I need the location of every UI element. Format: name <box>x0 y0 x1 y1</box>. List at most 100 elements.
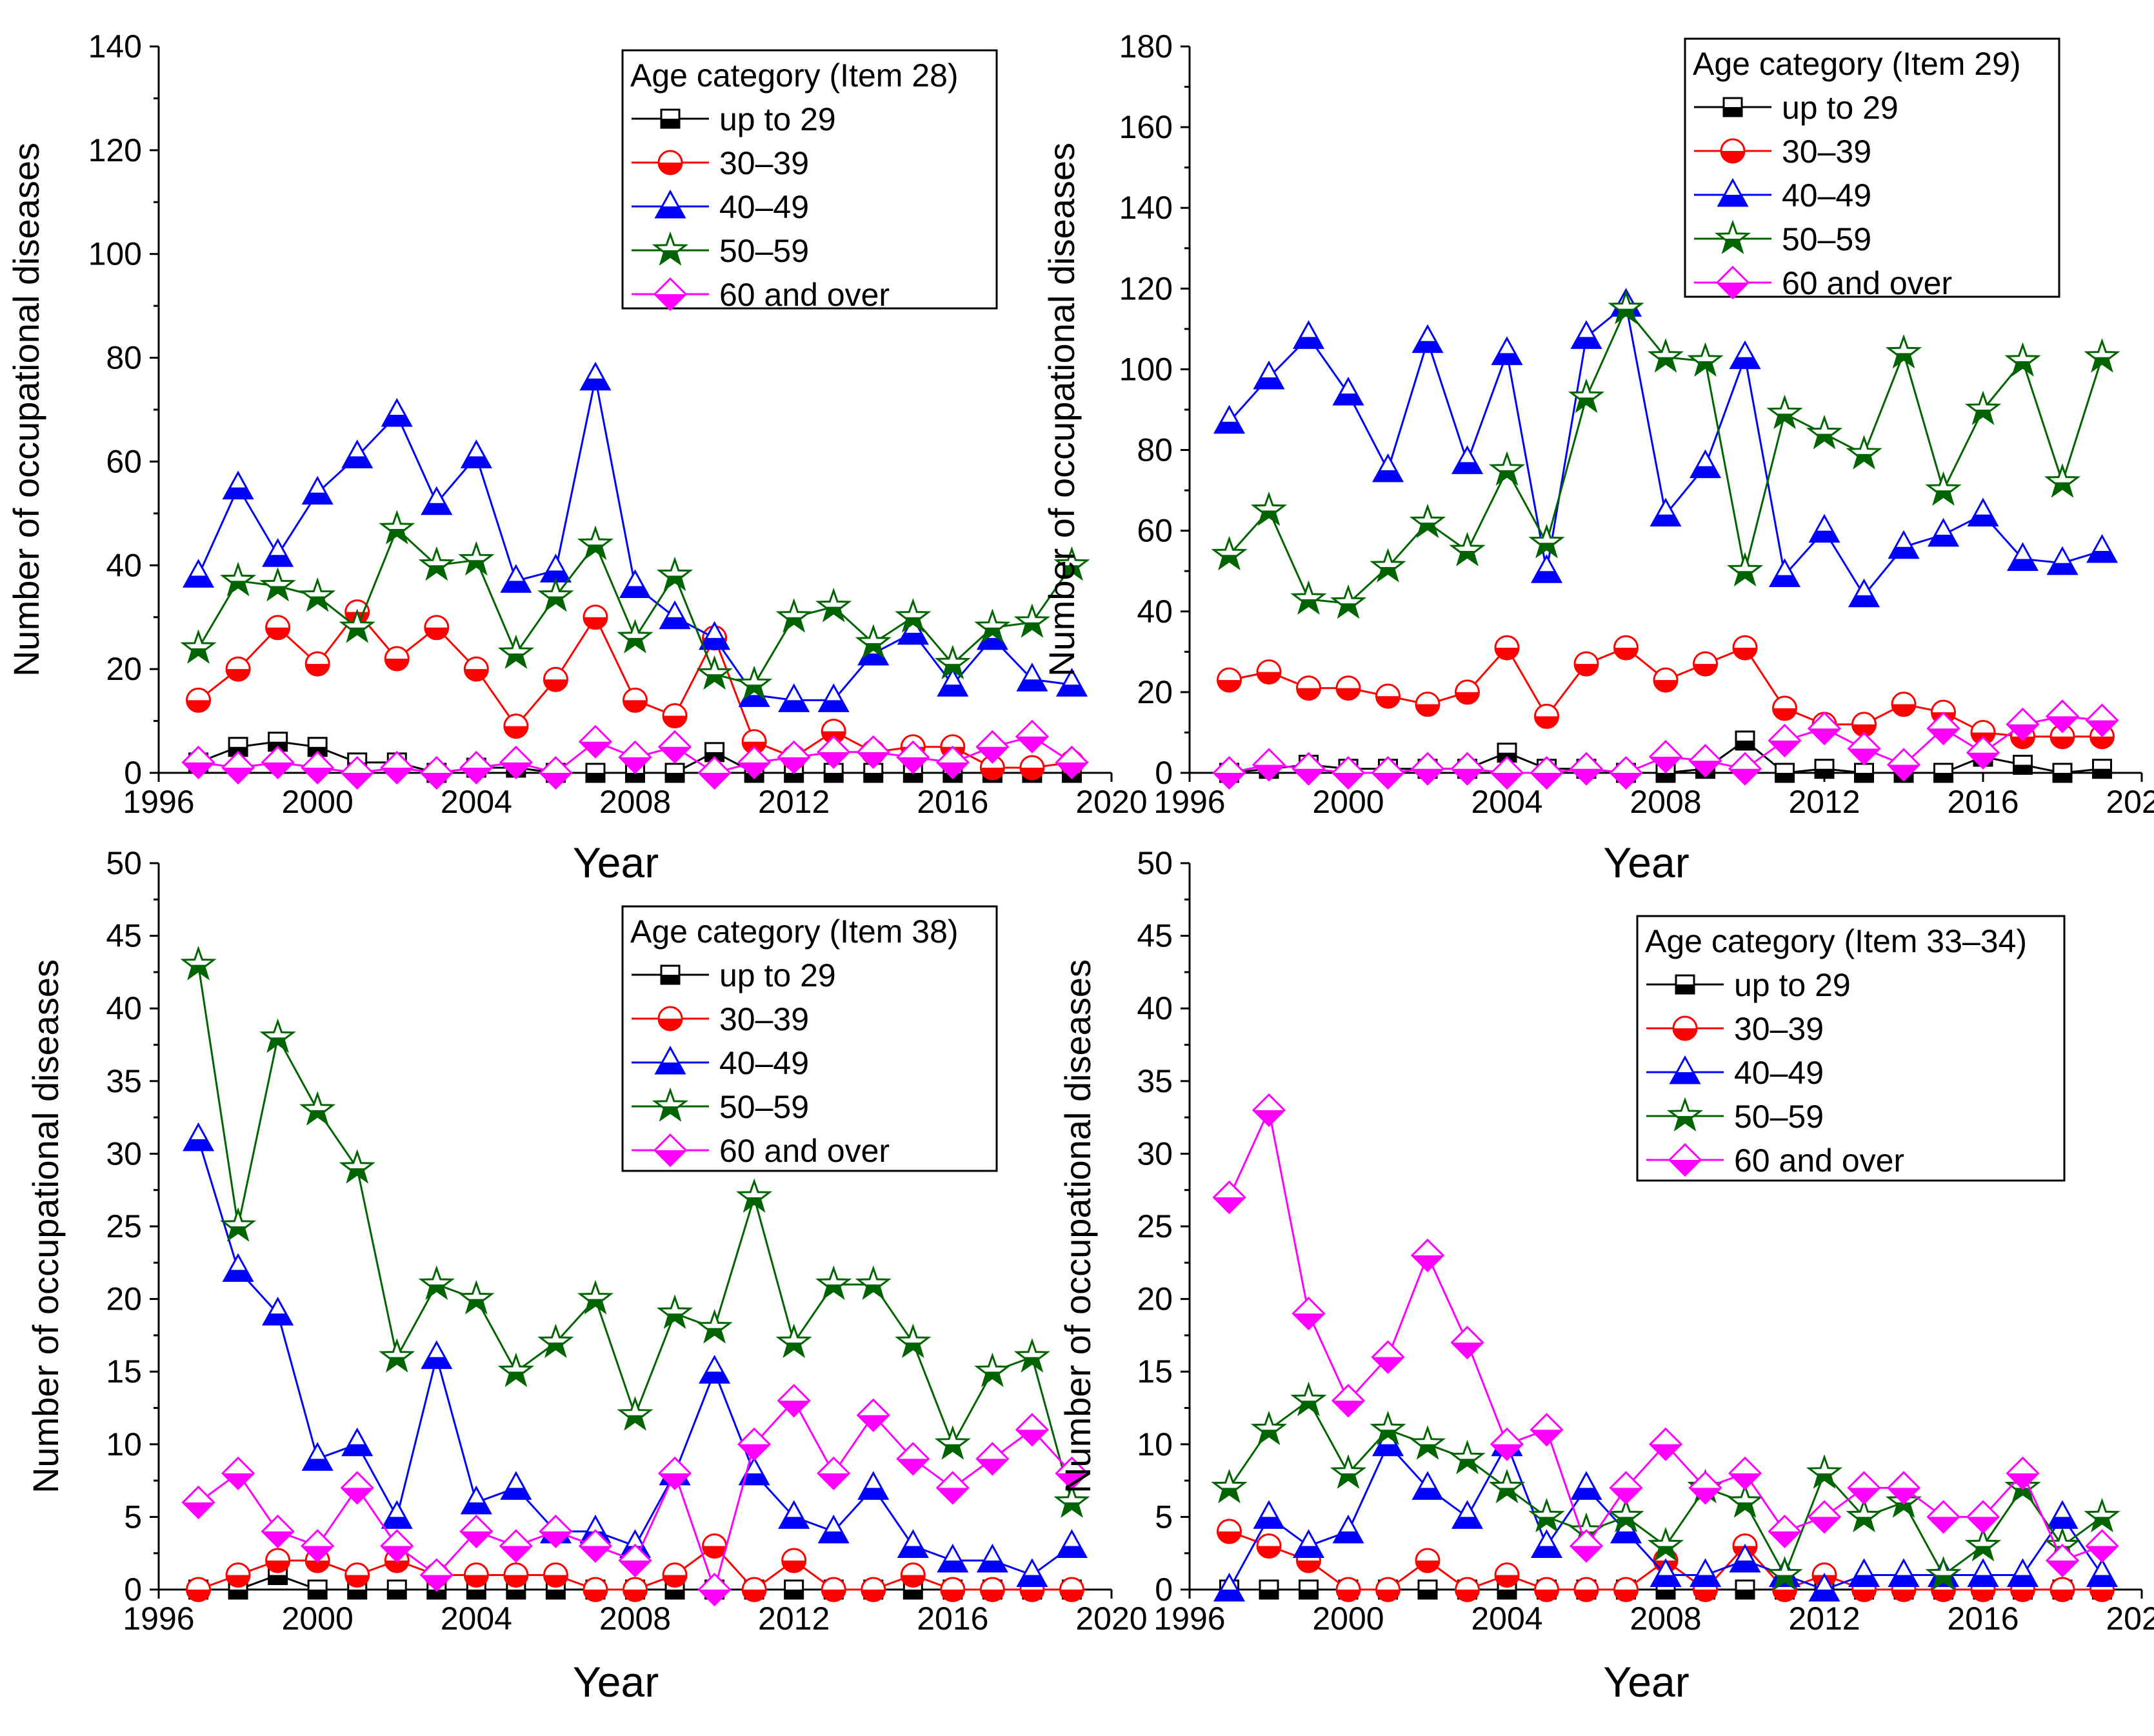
chart-panel-1: 0 20 40 60 80 100 120 140 1996 2000 2004 2008 2012 20… <box>6 28 1148 886</box>
series-30-39 <box>1217 635 2115 750</box>
data-point-50-59 <box>339 1149 375 1184</box>
y-tick-label: 40 <box>1137 594 1173 630</box>
data-point-60-and-over <box>896 740 930 774</box>
data-point-60-and-over <box>817 1456 851 1490</box>
data-point-50-59 <box>617 619 653 653</box>
y-tick-label: 40 <box>106 547 142 583</box>
legend-box <box>1636 915 2066 1182</box>
data-point-60-and-over <box>1966 735 2000 770</box>
data-point-60-and-over <box>181 745 215 780</box>
data-point-30-39 <box>265 615 291 641</box>
data-point-60-and-over <box>1212 1180 1246 1215</box>
data-point-40-49 <box>897 1529 929 1558</box>
data-point-50-59 <box>617 1396 653 1431</box>
data-point-40-49 <box>1650 497 1682 527</box>
data-point-50-59 <box>299 577 336 612</box>
data-point-60-and-over <box>1768 1514 1802 1549</box>
legend-label: 60 and over <box>1782 265 1952 301</box>
data-point-50-59 <box>1409 1425 1446 1460</box>
legend-marker-up-to-29 <box>660 108 681 129</box>
data-point-40-49 <box>421 1340 453 1370</box>
y-tick-label: 60 <box>1137 513 1173 549</box>
data-point-60-and-over <box>340 755 374 790</box>
data-point-40-49 <box>619 569 652 598</box>
data-point-50-59 <box>2004 342 2041 377</box>
x-tick-label: 1996 <box>123 784 194 820</box>
data-point-50-59 <box>458 1280 495 1315</box>
data-point-30-39 <box>741 1577 767 1602</box>
data-point-60-and-over <box>618 1543 652 1578</box>
data-point-40-49 <box>1055 1529 1088 1558</box>
data-point-40-49 <box>1411 324 1444 354</box>
y-tick-label: 80 <box>106 340 142 376</box>
legend-label: 50–59 <box>719 1089 809 1125</box>
data-point-30-39 <box>662 703 688 729</box>
x-tick-label: 2000 <box>1312 784 1384 820</box>
data-point-40-49 <box>539 554 572 583</box>
x-tick-label: 2012 <box>758 1601 830 1637</box>
data-point-30-39 <box>900 1562 926 1588</box>
legend-label: 30–39 <box>719 145 809 181</box>
data-point-40-49 <box>1967 497 1999 527</box>
legend-label: 30–39 <box>719 1001 809 1037</box>
data-point-30-39 <box>186 687 212 713</box>
x-tick-label: 2008 <box>1630 784 1701 820</box>
data-point-60-and-over <box>301 1529 335 1563</box>
data-point-50-59 <box>1330 584 1367 619</box>
data-point-50-59 <box>379 510 415 544</box>
data-point-60-and-over <box>380 1529 414 1563</box>
data-point-30-39 <box>265 1548 291 1573</box>
legend-marker-60-and-over <box>653 277 688 312</box>
y-tick-label: 45 <box>1137 918 1173 954</box>
data-point-60-and-over <box>657 730 692 764</box>
data-point-50-59 <box>815 588 852 623</box>
legend-label: 30–39 <box>1782 134 1871 170</box>
legend-marker-60-and-over <box>1715 265 1750 300</box>
data-point-40-49 <box>1848 578 1880 608</box>
data-point-60-and-over <box>856 735 890 769</box>
data-point-60-and-over <box>261 1514 295 1549</box>
data-point-40-49 <box>301 1442 334 1471</box>
data-point-40-49 <box>1451 1500 1484 1529</box>
data-point-60-and-over <box>1926 712 1960 746</box>
data-point-30-39 <box>503 1562 529 1588</box>
data-point-50-59 <box>458 541 495 576</box>
chart-panel-3: 0 5 10 15 20 25 30 35 40 45 50 1996 2000 2004 2008 2012… <box>25 845 1148 1706</box>
legend: Age category (Item 38) up to 29 30–39 40–49… <box>621 905 998 1172</box>
data-point-50-59 <box>1608 290 1644 324</box>
data-point-60-and-over <box>221 1456 255 1490</box>
data-point-30-39 <box>1256 1533 1282 1559</box>
data-point-60-and-over <box>1569 1529 1604 1563</box>
legend-title: Age category (Item 29) <box>1693 46 2021 82</box>
data-point-50-59 <box>259 1018 296 1053</box>
legend-box <box>621 49 998 310</box>
data-point-60-and-over <box>459 750 494 785</box>
legend-marker-30-39 <box>1720 138 1746 164</box>
data-point-60-and-over <box>1252 1093 1286 1127</box>
data-point-60-and-over <box>1886 1471 1921 1505</box>
data-point-30-39 <box>186 1577 212 1602</box>
x-axis-label: Year <box>573 839 659 886</box>
data-point-60-and-over <box>1648 739 1683 774</box>
x-tick-label: 2004 <box>1471 1601 1542 1637</box>
data-point-50-59 <box>1846 1497 1882 1533</box>
data-point-60-and-over <box>1847 1471 1881 1505</box>
data-point-40-49 <box>1729 1543 1761 1573</box>
data-point-30-39 <box>623 1577 648 1602</box>
data-point-50-59 <box>1290 1381 1327 1417</box>
legend-item-30-39: 30–39 <box>632 1001 809 1037</box>
legend-marker-up-to-29 <box>1675 974 1695 995</box>
data-point-up-to-29 <box>307 1579 328 1600</box>
x-tick-label: 2000 <box>282 1601 354 1637</box>
series-line-40-49 <box>197 378 1072 701</box>
data-point-60-and-over <box>2006 1456 2040 1490</box>
data-point-50-59 <box>1330 1454 1367 1489</box>
data-point-60-and-over <box>2085 1529 2119 1563</box>
y-tick-label: 15 <box>1137 1353 1173 1390</box>
data-point-60-and-over <box>1252 748 1286 782</box>
legend-marker-30-39 <box>1672 1015 1698 1041</box>
data-point-40-49 <box>183 1122 215 1152</box>
legend-item-up-to-29: up to 29 <box>632 101 836 137</box>
legend-marker-50-59 <box>1666 1097 1704 1132</box>
data-point-60-and-over <box>2006 707 2040 742</box>
